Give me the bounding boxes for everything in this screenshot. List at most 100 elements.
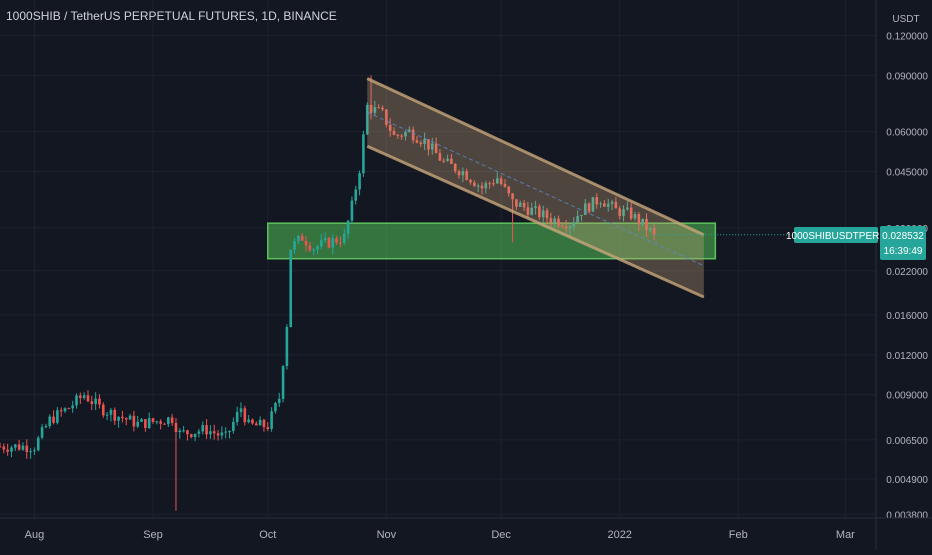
candle[interactable] — [0, 442, 2, 448]
channel-layer[interactable] — [366, 77, 705, 299]
candle[interactable] — [442, 158, 446, 164]
candle[interactable] — [304, 235, 308, 252]
candle[interactable] — [159, 419, 162, 430]
candle[interactable] — [488, 181, 491, 189]
candle[interactable] — [400, 133, 403, 141]
candle[interactable] — [56, 407, 59, 425]
candle[interactable] — [419, 140, 423, 147]
candle[interactable] — [163, 422, 166, 425]
candle[interactable] — [637, 211, 641, 231]
candle[interactable] — [109, 408, 113, 422]
candle[interactable] — [618, 206, 622, 220]
candle[interactable] — [645, 213, 648, 238]
candle[interactable] — [105, 411, 109, 421]
candle[interactable] — [641, 218, 644, 227]
candle[interactable] — [232, 417, 235, 434]
candle[interactable] — [538, 204, 541, 220]
candle[interactable] — [450, 153, 453, 164]
candle[interactable] — [492, 179, 495, 187]
candle[interactable] — [147, 412, 151, 430]
candle[interactable] — [365, 102, 369, 135]
candle[interactable] — [369, 75, 373, 120]
candle[interactable] — [534, 200, 537, 215]
candle[interactable] — [323, 232, 327, 244]
candle[interactable] — [522, 199, 526, 212]
candle[interactable] — [499, 175, 503, 186]
candle[interactable] — [610, 199, 614, 210]
candle[interactable] — [212, 424, 216, 440]
candle[interactable] — [583, 198, 587, 216]
candle[interactable] — [59, 407, 63, 417]
candle[interactable] — [408, 126, 411, 133]
candle[interactable] — [251, 418, 254, 425]
candle[interactable] — [591, 197, 595, 212]
candle[interactable] — [396, 133, 400, 140]
candle[interactable] — [404, 130, 407, 141]
channel-lower-line[interactable] — [366, 144, 705, 299]
candle[interactable] — [258, 416, 262, 426]
candle[interactable] — [549, 212, 553, 227]
candle[interactable] — [327, 236, 331, 249]
candle[interactable] — [90, 396, 94, 411]
candle[interactable] — [235, 406, 239, 426]
candle[interactable] — [121, 410, 124, 423]
candle[interactable] — [515, 199, 518, 210]
candle[interactable] — [117, 416, 120, 428]
candle[interactable] — [614, 197, 618, 209]
candle[interactable] — [228, 430, 231, 439]
candle[interactable] — [622, 205, 625, 222]
candle[interactable] — [633, 211, 637, 222]
candle[interactable] — [350, 196, 354, 224]
candle[interactable] — [308, 241, 312, 252]
candle[interactable] — [541, 205, 545, 224]
candle[interactable] — [140, 417, 143, 423]
candle[interactable] — [331, 234, 335, 255]
candle[interactable] — [484, 180, 488, 194]
candle[interactable] — [392, 127, 396, 136]
candle[interactable] — [155, 420, 159, 425]
candle[interactable] — [205, 418, 208, 439]
candle[interactable] — [285, 324, 289, 370]
candle[interactable] — [144, 419, 147, 432]
candle[interactable] — [446, 154, 449, 162]
candle[interactable] — [526, 201, 530, 218]
candle[interactable] — [44, 423, 48, 429]
candle[interactable] — [151, 417, 155, 424]
candle[interactable] — [339, 236, 342, 248]
candle[interactable] — [568, 224, 572, 236]
candle[interactable] — [300, 233, 304, 241]
candle[interactable] — [599, 201, 602, 208]
candle[interactable] — [216, 429, 220, 441]
candle[interactable] — [21, 442, 25, 451]
candle[interactable] — [297, 235, 300, 244]
candle[interactable] — [603, 200, 606, 207]
candle[interactable] — [553, 216, 556, 228]
candle[interactable] — [461, 167, 465, 182]
candle[interactable] — [518, 200, 522, 207]
candle[interactable] — [193, 433, 197, 442]
candle[interactable] — [182, 425, 185, 433]
candle[interactable] — [457, 169, 461, 179]
candle[interactable] — [63, 407, 67, 413]
candle[interactable] — [335, 235, 338, 245]
candle[interactable] — [48, 414, 52, 429]
candle[interactable] — [388, 118, 392, 137]
candle[interactable] — [201, 421, 205, 435]
candle[interactable] — [545, 207, 549, 224]
candle[interactable] — [362, 130, 365, 177]
candle[interactable] — [14, 443, 17, 452]
candle[interactable] — [652, 224, 656, 241]
candle[interactable] — [86, 390, 90, 403]
candle[interactable] — [124, 417, 128, 426]
candle[interactable] — [595, 193, 599, 209]
candle[interactable] — [564, 219, 568, 233]
candle[interactable] — [293, 238, 296, 254]
candle[interactable] — [473, 180, 476, 187]
candle[interactable] — [415, 136, 419, 144]
candle[interactable] — [274, 401, 277, 414]
candle[interactable] — [67, 407, 71, 410]
candle[interactable] — [6, 443, 9, 456]
candle[interactable] — [17, 439, 21, 451]
candle[interactable] — [438, 148, 442, 162]
